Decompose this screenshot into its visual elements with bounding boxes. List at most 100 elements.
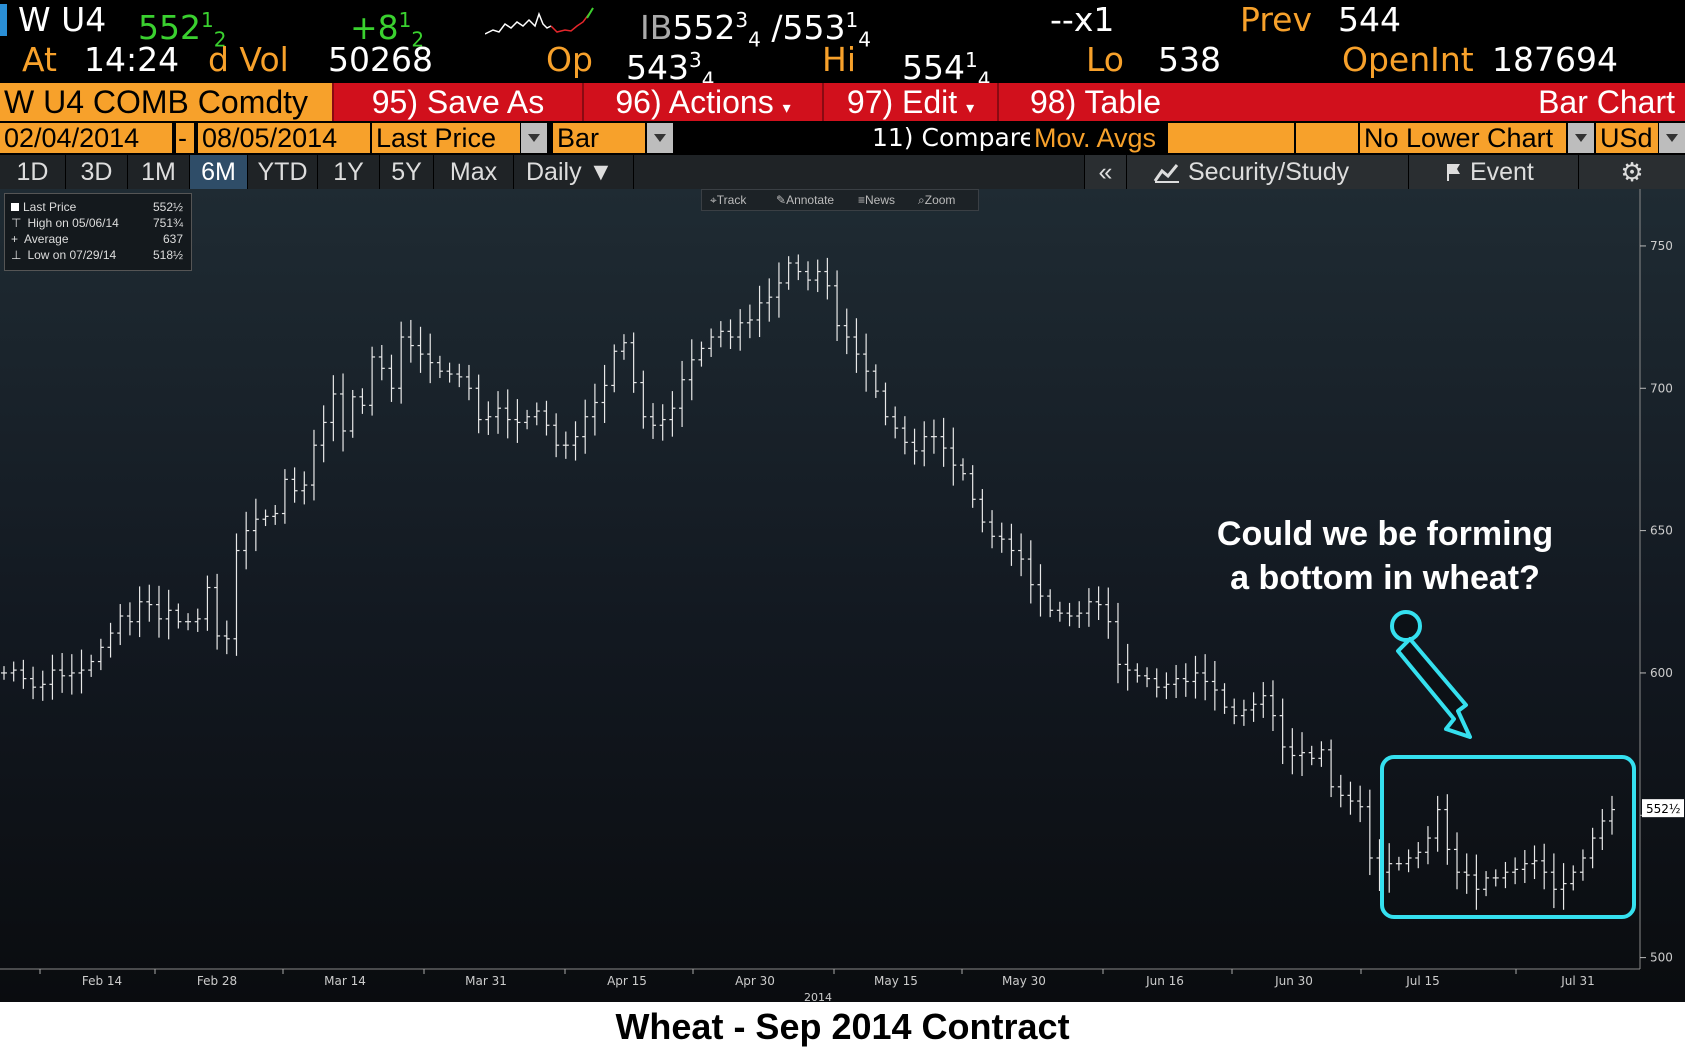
tab-3d[interactable]: 3D [66, 155, 128, 189]
annotation-line-2: a bottom in wheat? [1230, 559, 1540, 597]
tab-5y[interactable]: 5Y [380, 155, 434, 189]
end-date-field[interactable]: 08/05/2014 [198, 123, 370, 153]
chart-legend: Last Price 552½ ⊤ High on 05/06/14 751¾ +… [4, 193, 192, 271]
open-price: 54334 [626, 48, 715, 92]
average-marker-icon: + [11, 232, 19, 246]
x-tick-label: Mar 31 [465, 974, 507, 988]
focus-marker [0, 4, 7, 36]
compare-button[interactable]: 11) Compare [872, 123, 1035, 152]
x-tick-label: Jul 15 [1405, 974, 1440, 988]
event-button[interactable]: Event [1408, 155, 1578, 189]
net-change: +812 [350, 8, 425, 52]
last-price-tag-label: 552½ [1646, 802, 1681, 816]
legend-high: ⊤ High on 05/06/14 [11, 216, 119, 230]
settings-gear-icon[interactable]: ⚙ [1578, 155, 1685, 189]
open-label: Op [546, 40, 593, 79]
x-tick-label: Jul 31 [1560, 974, 1595, 988]
terminal-window: W U4 55212 +812 IB55234 /55314 --x1 Prev… [0, 0, 1685, 1002]
legend-average-value: 637 [162, 232, 183, 246]
trade-size: --x1 [1050, 0, 1115, 39]
arrow-start-circle [1390, 610, 1422, 642]
flag-icon [1447, 164, 1460, 181]
zoom-button[interactable]: ⌕ Zoom [918, 193, 956, 207]
tab-ytd[interactable]: YTD [248, 155, 318, 189]
time-label: At [22, 40, 57, 79]
x-tick-label: Feb 28 [197, 974, 237, 988]
currency-select[interactable]: USd [1596, 123, 1658, 153]
mov-avgs-button[interactable]: Mov. Avgs [1030, 123, 1166, 153]
date-separator: - [176, 123, 194, 153]
year-label: 2014 [804, 991, 832, 1002]
x-tick-label: Mar 14 [324, 974, 366, 988]
prev-close: 544 [1338, 0, 1401, 39]
dropdown-icon: ▼ [588, 158, 614, 186]
security-study-button[interactable]: Security/Study [1126, 155, 1408, 189]
legend-low-value: 518½ [152, 248, 183, 262]
low-label: Lo [1086, 40, 1124, 79]
annotation-line-1: Could we be forming [1216, 515, 1554, 553]
quote-row-1: W U4 55212 +812 IB55234 /55314 --x1 Prev… [0, 0, 1685, 52]
legend-low: ⊥ Low on 07/29/14 [11, 248, 117, 262]
chart-style-dropdown-icon[interactable] [647, 123, 673, 153]
chart-toolbar: ⌖ Track ✎ Annotate ≡ News ⌕ Zoom [701, 189, 979, 211]
x-tick-label: May 15 [874, 974, 918, 988]
lower-chart-dropdown-icon[interactable] [1568, 123, 1594, 153]
dropdown-icon: ▾ [966, 100, 975, 117]
volume: 50268 [328, 40, 433, 79]
actions-menu[interactable]: 96) Actions ▾ [582, 83, 822, 121]
y-tick-label: 750 [1650, 239, 1673, 253]
edit-menu[interactable]: 97) Edit ▾ [822, 83, 997, 121]
tab-1m[interactable]: 1M [128, 155, 190, 189]
price-field-select[interactable]: Last Price [372, 123, 520, 153]
currency-dropdown-icon[interactable] [1659, 123, 1685, 153]
highlight-box [1380, 755, 1636, 919]
legend-swatch [11, 203, 19, 211]
legend-last-value: 552½ [152, 200, 183, 214]
annotation-arrow-icon [1396, 637, 1472, 739]
menu-bar: W U4 COMB Comdty 95) Save As 96) Actions… [0, 83, 1685, 121]
y-tick-label: 700 [1650, 381, 1673, 395]
collapse-button[interactable]: « [1084, 155, 1126, 189]
period-tabs: 1D 3D 1M 6M YTD 1Y 5Y Max Daily ▼ « Secu… [0, 155, 1685, 189]
tab-max[interactable]: Max [434, 155, 514, 189]
quote-row-2: At 14:24 d Vol 50268 Op 54334 Hi 55414 L… [0, 40, 1685, 92]
study-chart-icon [1153, 164, 1179, 183]
x-tick-label: Jun 30 [1274, 974, 1313, 988]
y-tick-label: 500 [1650, 951, 1673, 965]
high-marker-icon: ⊤ [11, 216, 22, 230]
tab-6m[interactable]: 6M [190, 155, 248, 189]
tab-1d[interactable]: 1D [0, 155, 66, 189]
legend-average: + Average [11, 232, 69, 246]
chart-style-select[interactable]: Bar [553, 123, 645, 153]
last-time: 14:24 [84, 40, 180, 79]
open-interest: 187694 [1492, 40, 1618, 79]
x-tick-label: Apr 15 [607, 974, 647, 988]
x-tick-label: Jun 16 [1145, 974, 1184, 988]
chart-area [0, 189, 1685, 1002]
sparkline-icon [485, 7, 594, 35]
y-tick-label: 600 [1650, 666, 1673, 680]
x-tick-label: Apr 30 [735, 974, 775, 988]
news-button[interactable]: ≡ News [858, 193, 896, 207]
x-tick-label: May 30 [1002, 974, 1046, 988]
high-label: Hi [822, 40, 856, 79]
prev-label: Prev [1240, 0, 1312, 39]
last-price: 55212 [138, 8, 227, 52]
price-chart: 500 600 650 700 750 Feb 14 Feb 28 Mar 14 Mar 31 A… [0, 189, 1684, 1002]
period-select[interactable]: Daily ▼ [514, 155, 634, 189]
low-marker-icon: ⊥ [11, 248, 22, 262]
track-button[interactable]: ⌖ Track [710, 193, 747, 207]
save-as-button[interactable]: 95) Save As [332, 83, 582, 121]
table-button[interactable]: 98) Table [997, 83, 1192, 121]
ticker: W U4 [18, 0, 107, 39]
tab-1y[interactable]: 1Y [318, 155, 380, 189]
open-interest-label: OpenInt [1342, 40, 1474, 79]
legend-high-value: 751¾ [152, 216, 183, 230]
security-field[interactable]: W U4 COMB Comdty [0, 83, 332, 121]
start-date-field[interactable]: 02/04/2014 [0, 123, 172, 153]
dropdown-icon: ▾ [782, 100, 791, 117]
lower-chart-select[interactable]: No Lower Chart [1360, 123, 1566, 153]
x-tick-label: Feb 14 [82, 974, 122, 988]
annotate-button[interactable]: ✎ Annotate [776, 193, 835, 207]
price-field-dropdown-icon[interactable] [521, 123, 547, 153]
